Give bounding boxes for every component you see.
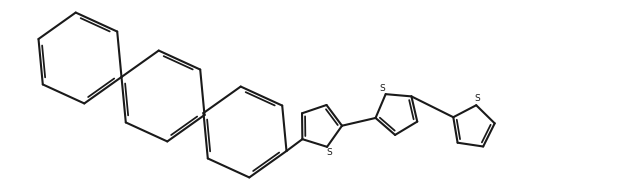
Text: S: S — [327, 149, 332, 158]
Text: S: S — [475, 94, 480, 103]
Text: S: S — [379, 84, 385, 93]
